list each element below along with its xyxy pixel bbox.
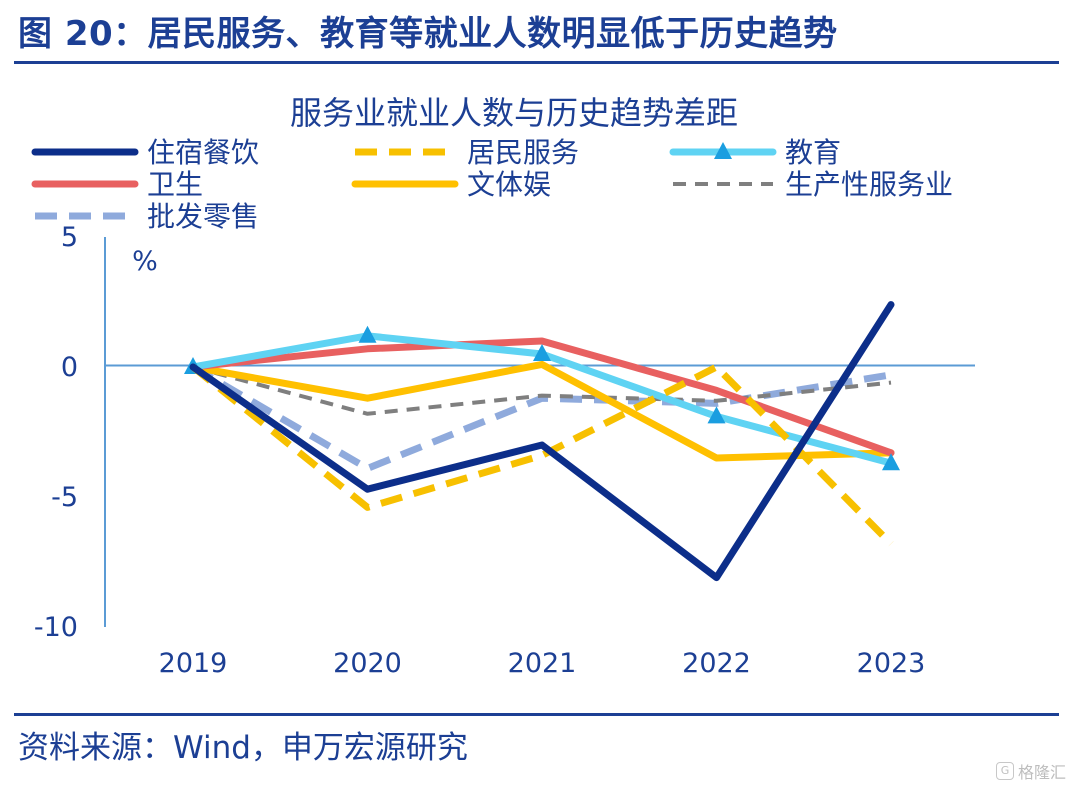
y-tick-labels: 5 0 -5 -10: [34, 222, 78, 643]
y-tick-label: -10: [34, 612, 78, 643]
series-line-5: [192, 365, 892, 416]
y-tick-label: 5: [61, 222, 78, 253]
title-divider: [14, 61, 1059, 64]
series-marker-2: [707, 406, 726, 424]
chart-axes: [104, 237, 975, 627]
legend-label-5: 生产性服务业: [785, 168, 953, 201]
x-tick-label: 2019: [159, 648, 228, 679]
legend-label-2: 教育: [785, 136, 841, 169]
series-line-4: [189, 360, 895, 462]
x-tick-label: 2023: [857, 648, 926, 679]
series-marker-2: [533, 344, 551, 361]
series-line-1: [190, 363, 894, 547]
figure-title: 图 20：居民服务、教育等就业人数明显低于历史趋势: [18, 14, 838, 54]
source-note: 资料来源：Wind，申万宏源研究: [18, 730, 468, 766]
series-line-0: [189, 301, 895, 582]
x-tick-label: 2021: [508, 648, 577, 679]
series-line-3: [189, 337, 895, 457]
legend-label-4: 文体娱: [467, 168, 551, 201]
x-tick-label: 2020: [333, 648, 402, 679]
y-axis-unit-label: %: [132, 246, 158, 277]
y-tick-label: 0: [61, 352, 78, 383]
legend-label-6: 批发零售: [147, 200, 259, 233]
x-tick-labels: 2019 2020 2021 2022 2023: [159, 648, 926, 679]
x-tick-label: 2022: [682, 648, 751, 679]
legend-marker-2: [714, 142, 732, 159]
legend-label-0: 住宿餐饮: [147, 136, 259, 169]
legend-label-3: 卫生: [147, 168, 203, 201]
y-tick-label: -5: [51, 482, 78, 513]
series-marker-2: [882, 453, 900, 471]
chart-title: 服务业就业人数与历史趋势差距: [290, 94, 738, 132]
chart-series: [184, 301, 900, 582]
watermark-badge: G: [995, 762, 1014, 780]
series-marker-2: [358, 325, 377, 343]
watermark-text: 格隆汇: [1017, 763, 1066, 782]
series-line-6: [191, 363, 892, 472]
watermark: G 格隆汇: [995, 759, 1066, 783]
legend-label-1: 居民服务: [467, 136, 579, 169]
footer-divider: [14, 713, 1059, 716]
